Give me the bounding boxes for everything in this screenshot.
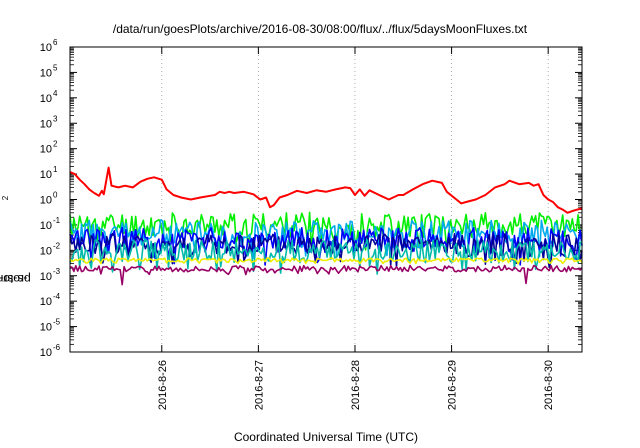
y-tick-base: 10	[40, 296, 52, 308]
x-axis-label: Coordinated Universal Time (UTC)	[233, 430, 419, 444]
y-tick-exponent: 6	[53, 38, 58, 47]
y-tick-exponent: 2	[53, 140, 58, 149]
x-axis: 2016-8-26 2016-8-27 2016-8-28 2016-8-29 2016…	[157, 47, 555, 410]
y-tick-exponent: -1	[53, 216, 61, 225]
series-group	[69, 166, 583, 286]
y-tick-label: 10	[40, 322, 52, 334]
y-tick-exponent: 4	[53, 89, 58, 98]
y-tick-base: 10	[40, 67, 52, 79]
y-tick-label: 10	[40, 118, 52, 130]
series-line-7	[69, 264, 583, 286]
y-tick-exponent: 5	[53, 63, 58, 72]
y-tick-base: 10	[40, 42, 52, 54]
y-tick-exponent: 1	[53, 165, 58, 174]
y-tick-label: 10	[40, 245, 52, 257]
y-tick-base: 10	[40, 271, 52, 283]
y-tick-base: 10	[40, 169, 52, 181]
y-tick-base: 10	[40, 245, 52, 257]
y-tick-base: 10	[40, 220, 52, 232]
y-tick-base: 10	[40, 118, 52, 130]
y-tick-label: 10	[40, 169, 52, 181]
y-tick-label: 10	[40, 195, 52, 207]
y-tick-label: 10	[40, 296, 52, 308]
y-tick-label: 10	[40, 220, 52, 232]
y-tick-label: 10	[40, 93, 52, 105]
x-tick-label: 2016-8-30	[543, 360, 555, 410]
y-tick-base: 10	[40, 195, 52, 207]
y-tick-label: 10	[40, 144, 52, 156]
y-tick-exponent: -2	[53, 241, 61, 250]
x-tick-label: 2016-8-26	[157, 360, 169, 410]
y-tick-exponent: -4	[53, 292, 61, 301]
y-tick-exponent: -6	[53, 343, 61, 352]
y-axis: 10 -610 -510 -410 -310 -210 -110 010 110 210 310 41…	[40, 38, 582, 359]
y-tick-exponent: -3	[53, 267, 61, 276]
series-line-1	[69, 211, 583, 251]
y-tick-label: 10	[40, 271, 52, 283]
y-tick-label: 10	[40, 67, 52, 79]
y-tick-label: 10	[40, 347, 52, 359]
series-line-5	[69, 239, 583, 275]
x-tick-label: 2016-8-28	[350, 360, 362, 410]
y-tick-exponent: 3	[53, 114, 58, 123]
series-line-6	[69, 257, 583, 265]
y-tick-exponent: -5	[53, 318, 61, 327]
y-tick-base: 10	[40, 144, 52, 156]
y-tick-base: 10	[40, 93, 52, 105]
grid	[161, 47, 549, 352]
x-tick-label: 2016-8-27	[253, 360, 265, 410]
chart-title: /data/run/goesPlots/archive/2016-08-30/0…	[112, 22, 528, 36]
series-line-8	[69, 166, 583, 214]
x-tick-label: 2016-8-29	[447, 360, 459, 410]
plot-frame	[69, 46, 583, 353]
y-tick-label: 10	[40, 42, 52, 54]
y-tick-base: 10	[40, 347, 52, 359]
y-tick-base: 10	[40, 322, 52, 334]
y-tick-exponent: 0	[53, 191, 58, 200]
